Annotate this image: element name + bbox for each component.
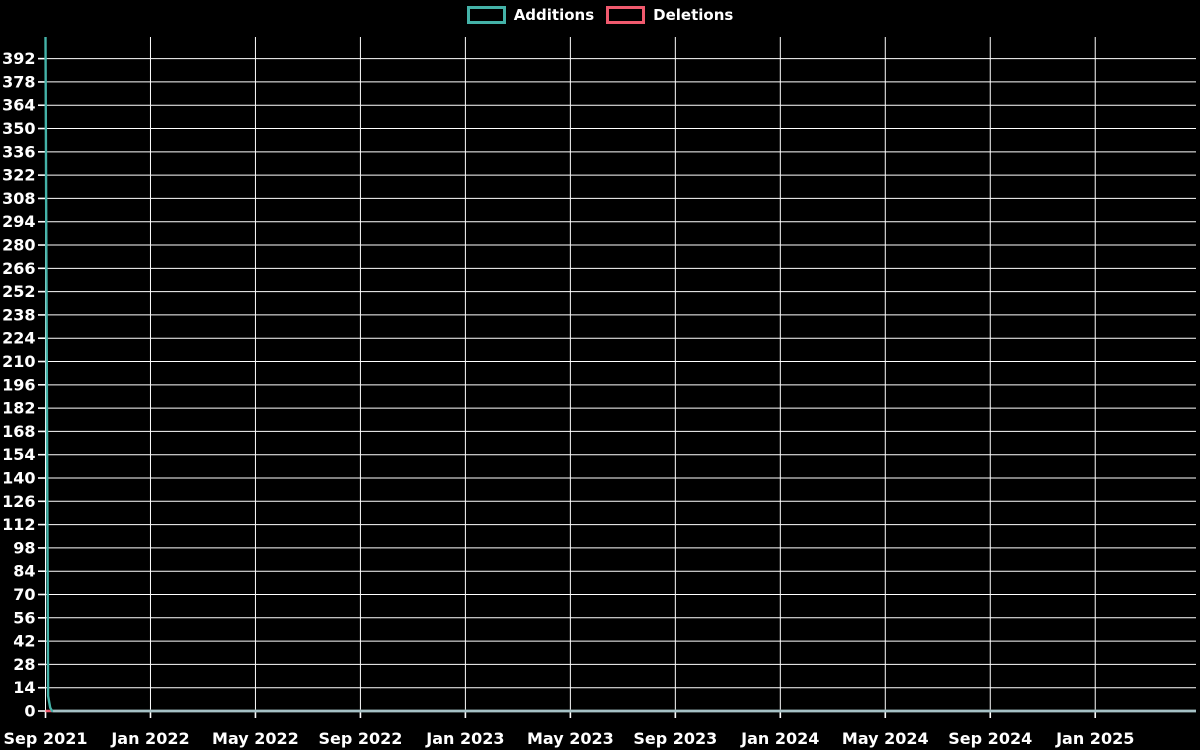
y-tick-label: 14 [13,678,35,697]
y-tick-label: 294 [2,212,35,231]
x-tick-label: Jan 2024 [740,729,819,748]
data-series [44,36,1196,713]
x-tick-label: Jan 2025 [1055,729,1134,748]
y-tick-label: 196 [2,375,35,394]
x-tick-label: Sep 2024 [948,729,1032,748]
y-tick-label: 0 [24,702,35,721]
y-tick-label: 350 [2,119,35,138]
y-tick-labels: 0 14 28 42 56 70 84 98 112 126 140 154 168 182 196 210 2… [2,49,35,720]
y-tick-label: 84 [13,562,35,581]
x-gridlines [45,37,1096,711]
y-tick-label: 70 [13,585,35,604]
y-tick-label: 238 [2,305,35,324]
y-tick-label: 182 [2,399,35,418]
deletions-swatch [606,6,646,24]
y-tick-label: 210 [2,352,35,371]
x-tick-label: May 2022 [212,729,299,748]
x-tick-label: Sep 2021 [4,729,88,748]
legend-item-additions: Additions [466,6,595,24]
y-tick-label: 308 [2,189,35,208]
x-tick-label: Jan 2022 [110,729,189,748]
legend-item-deletions: Deletions [606,6,733,24]
y-tick-label: 364 [2,96,35,115]
y-tick-label: 112 [2,515,35,534]
y-tick-label: 280 [2,236,35,255]
y-tick-label: 42 [13,632,35,651]
x-tick-label: Sep 2022 [318,729,402,748]
additions-swatch [466,6,506,24]
y-tick-label: 140 [2,469,35,488]
x-tick-label: Sep 2023 [633,729,717,748]
y-tick-label: 378 [2,72,35,91]
chart-legend: Additions Deletions [0,6,1200,24]
y-tick-label: 126 [2,492,35,511]
x-tick-label: May 2023 [527,729,614,748]
y-gridlines [45,58,1196,712]
legend-label-deletions: Deletions [653,6,734,24]
x-tick-label: Jan 2023 [425,729,504,748]
y-tick-label: 28 [13,655,35,674]
tick-marks [38,57,1097,718]
y-tick-label: 392 [2,49,35,68]
y-tick-label: 56 [13,608,35,627]
y-tick-label: 266 [2,259,35,278]
y-tick-label: 336 [2,142,35,161]
y-tick-label: 168 [2,422,35,441]
y-tick-label: 322 [2,166,35,185]
legend-label-additions: Additions [513,6,595,24]
y-tick-label: 252 [2,282,35,301]
additions-line [44,36,1196,713]
x-tick-labels: Sep 2021 Jan 2022 May 2022 Sep 2022 Jan 2023… [4,729,1135,748]
y-tick-label: 154 [2,445,35,464]
x-tick-label: May 2024 [842,729,929,748]
y-tick-label: 224 [2,329,35,348]
y-tick-label: 98 [13,538,35,557]
